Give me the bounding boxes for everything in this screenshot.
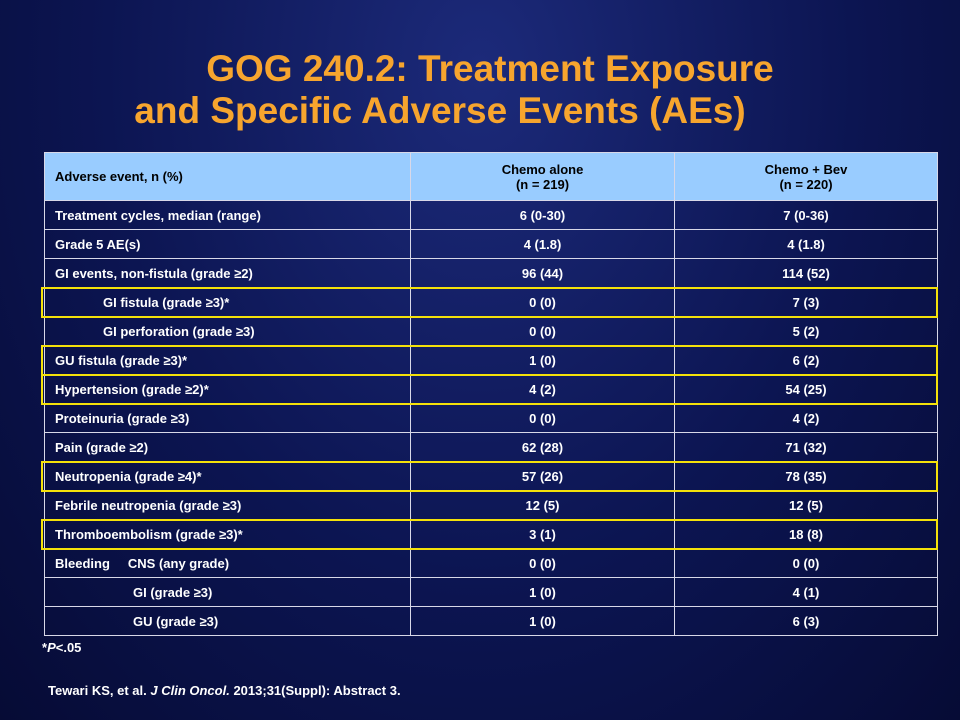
significance-highlight-box	[41, 518, 938, 550]
chemo-alone-value: 1 (0)	[410, 606, 675, 636]
chemo-alone-value: 96 (44)	[410, 258, 675, 288]
table-row: GI (grade ≥3) 1 (0) 4 (1)	[44, 577, 938, 607]
chemo-bev-value: 7 (0-36)	[674, 200, 938, 230]
table-row: Pain (grade ≥2) 62 (28) 71 (32)	[44, 432, 938, 462]
chemo-alone-value: 62 (28)	[410, 432, 675, 462]
adverse-event-label: Treatment cycles, median (range)	[44, 200, 411, 230]
chemo-bev-value: 114 (52)	[674, 258, 938, 288]
chemo-bev-value: 12 (5)	[674, 490, 938, 520]
chemo-alone-value: 4 (1.8)	[410, 229, 675, 259]
chemo-alone-value: 0 (0)	[410, 403, 675, 433]
table-row: GI events, non-fistula (grade ≥2) 96 (44)…	[44, 258, 938, 288]
table-header-row: Adverse event, n (%) Chemo alone (n = 21…	[44, 152, 938, 201]
chemo-alone-value: 12 (5)	[410, 490, 675, 520]
table-row: Proteinuria (grade ≥3) 0 (0) 4 (2)	[44, 403, 938, 433]
chemo-alone-value: 0 (0)	[410, 548, 675, 578]
slide-title-line-1: GOG 240.2: Treatment Exposure	[206, 48, 774, 89]
chemo-bev-value: 71 (32)	[674, 432, 938, 462]
table-row: Thromboembolism (grade ≥3)* 3 (1) 18 (8)	[44, 519, 938, 549]
adverse-event-label: GI (grade ≥3)	[44, 577, 411, 607]
chemo-bev-value: 6 (3)	[674, 606, 938, 636]
table-row: GI fistula (grade ≥3)* 0 (0) 7 (3)	[44, 287, 938, 317]
header-adverse-event: Adverse event, n (%)	[44, 152, 411, 201]
adverse-event-label: Grade 5 AE(s)	[44, 229, 411, 259]
table-row: GU (grade ≥3) 1 (0) 6 (3)	[44, 606, 938, 636]
citation: Tewari KS, et al. J Clin Oncol. 2013;31(…	[48, 683, 401, 698]
chemo-bev-value: 0 (0)	[674, 548, 938, 578]
slide-title-line-2: and Specific Adverse Events (AEs)	[134, 90, 746, 131]
adverse-event-label: Pain (grade ≥2)	[44, 432, 411, 462]
adverse-events-table: Adverse event, n (%) Chemo alone (n = 21…	[44, 152, 938, 636]
header-chemo-alone: Chemo alone (n = 219)	[410, 152, 675, 201]
adverse-event-label: Proteinuria (grade ≥3)	[44, 403, 411, 433]
adverse-event-label: GI events, non-fistula (grade ≥2)	[44, 258, 411, 288]
table-row: Grade 5 AE(s) 4 (1.8) 4 (1.8)	[44, 229, 938, 259]
adverse-event-label: GI perforation (grade ≥3)	[44, 316, 411, 346]
table-row: GI perforation (grade ≥3) 0 (0) 5 (2)	[44, 316, 938, 346]
chemo-bev-value: 5 (2)	[674, 316, 938, 346]
chemo-bev-value: 54 (25)	[674, 374, 938, 404]
significance-highlight-box	[41, 344, 938, 376]
chemo-bev-value: 4 (1.8)	[674, 229, 938, 259]
chemo-alone-value: 1 (0)	[410, 577, 675, 607]
significance-highlight-box	[41, 373, 938, 405]
chemo-bev-value: 4 (2)	[674, 403, 938, 433]
significance-highlight-box	[41, 460, 938, 492]
footnote: *P<.05	[42, 640, 82, 655]
chemo-alone-value: 6 (0-30)	[410, 200, 675, 230]
header-chemo-bev: Chemo + Bev (n = 220)	[674, 152, 938, 201]
chemo-alone-value: 0 (0)	[410, 316, 675, 346]
chemo-bev-value: 4 (1)	[674, 577, 938, 607]
adverse-event-label: Bleeding CNS (any grade)	[44, 548, 411, 578]
significance-highlight-box	[41, 286, 938, 318]
table-row: Treatment cycles, median (range) 6 (0-30)…	[44, 200, 938, 230]
adverse-event-label: GI fistula (grade ≥3)*	[44, 287, 411, 317]
table-row: Febrile neutropenia (grade ≥3) 12 (5) 12 (…	[44, 490, 938, 520]
chemo-alone-value: 3 (1)	[410, 519, 675, 549]
table-row: Bleeding CNS (any grade) 0 (0) 0 (0)	[44, 548, 938, 578]
adverse-event-label: Febrile neutropenia (grade ≥3)	[44, 490, 411, 520]
slide-title: GOG 240.2: Treatment Exposure and Specif…	[0, 48, 960, 132]
adverse-event-label: GU (grade ≥3)	[44, 606, 411, 636]
